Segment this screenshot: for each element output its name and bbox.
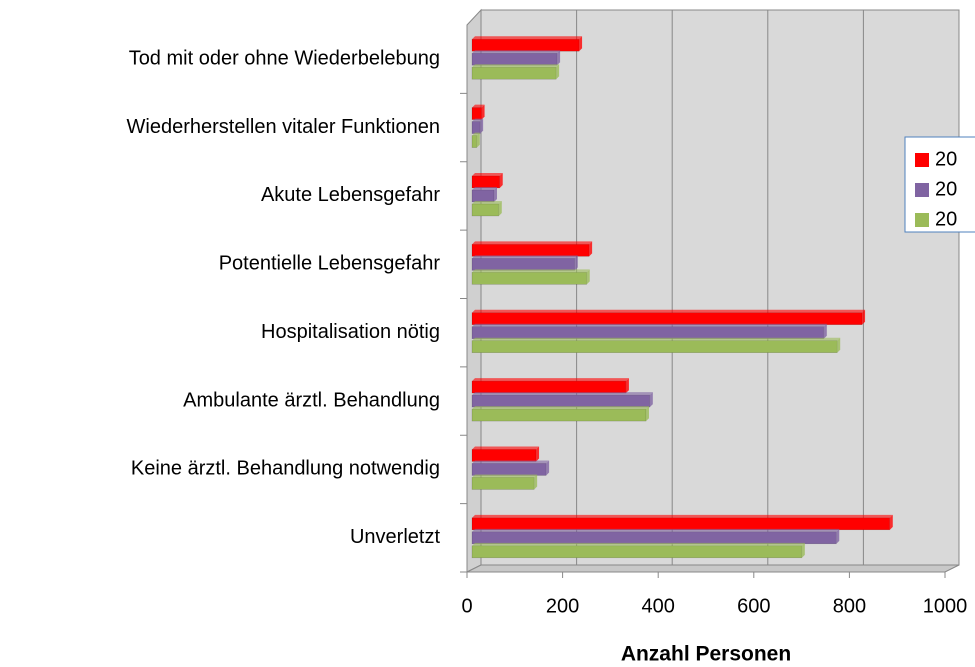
y-tick-label: Potentielle Lebensgefahr <box>219 253 441 275</box>
bar <box>471 517 891 531</box>
legend-swatch <box>915 213 929 227</box>
bar-top <box>472 64 560 68</box>
bar-top <box>472 36 583 40</box>
bar <box>471 545 803 559</box>
bar <box>471 463 547 476</box>
bar-end <box>480 118 484 134</box>
bar-top <box>472 514 893 518</box>
bar-end <box>556 64 560 80</box>
bar <box>471 408 647 422</box>
legend-label: 20 <box>935 148 957 170</box>
bar-top <box>472 118 484 122</box>
bar-top <box>472 460 550 464</box>
bar-end <box>801 542 805 558</box>
bar-end <box>534 474 538 490</box>
y-tick-label: Ambulante ärztl. Behandlung <box>183 389 440 411</box>
bar-top <box>472 269 590 273</box>
bar-top <box>472 50 561 54</box>
bar-end <box>837 337 841 353</box>
bar-end <box>589 241 593 257</box>
bar-end <box>823 323 827 339</box>
bar-end <box>645 406 649 422</box>
x-tick-label: 1000 <box>923 595 968 617</box>
y-tick-label: Unverletzt <box>350 526 440 548</box>
bar <box>471 38 580 52</box>
y-tick-label: Wiederherstellen vitaler Funktionen <box>127 116 441 138</box>
bar-top <box>472 186 497 190</box>
bar-top <box>472 104 485 108</box>
bar-top <box>472 132 480 136</box>
bar-end <box>649 392 653 408</box>
x-tick-label: 400 <box>642 595 675 617</box>
bar <box>471 312 863 325</box>
bar <box>471 380 627 394</box>
bar-top <box>472 406 649 410</box>
bar <box>471 531 837 545</box>
bar <box>471 121 481 134</box>
bar <box>471 135 478 148</box>
bar-top <box>472 172 503 176</box>
bar-top <box>472 337 841 341</box>
bar-end <box>625 378 629 394</box>
bar <box>471 394 651 408</box>
bar-end <box>476 132 480 148</box>
bar <box>471 66 557 80</box>
bar-end <box>546 460 550 476</box>
x-tick-label: 0 <box>461 595 472 617</box>
bar-end <box>579 36 583 52</box>
floor <box>466 564 960 573</box>
bar-top <box>472 446 540 450</box>
y-tick-label: Akute Lebensgefahr <box>261 184 440 206</box>
back-wall <box>480 9 960 566</box>
x-tick-label: 600 <box>737 595 770 617</box>
bar-end <box>862 309 866 325</box>
bar <box>471 258 576 271</box>
bar-top <box>472 309 866 313</box>
bar-end <box>481 104 485 120</box>
bar-top <box>472 528 840 532</box>
bar <box>471 340 838 353</box>
bar-top <box>472 474 538 478</box>
legend-label: 20 <box>935 208 957 230</box>
bar <box>471 107 482 120</box>
bar <box>471 203 500 217</box>
y-tick-label: Keine ärztl. Behandlung notwendig <box>131 458 440 480</box>
bar-end <box>557 50 561 66</box>
bar-top <box>472 542 805 546</box>
x-tick-label: 800 <box>833 595 866 617</box>
bar-end <box>889 514 893 530</box>
bar-top <box>472 241 593 245</box>
bar-end <box>574 255 578 271</box>
legend-swatch <box>915 183 929 197</box>
bar-end <box>536 446 540 462</box>
bar-end <box>836 528 840 544</box>
bar-top <box>472 378 629 382</box>
bar-top <box>472 392 653 396</box>
bar <box>471 477 535 490</box>
bar <box>471 189 495 203</box>
axis-title: Anzahl Personen <box>621 643 791 666</box>
bar-end <box>498 200 502 216</box>
bar-top <box>472 255 578 259</box>
bar <box>471 449 537 462</box>
legend-label: 20 <box>935 178 957 200</box>
bar-top <box>472 323 827 327</box>
bar <box>471 52 558 66</box>
bar <box>471 244 590 257</box>
bar <box>471 175 500 189</box>
legend-swatch <box>915 153 929 167</box>
y-tick-label: Tod mit oder ohne Wiederbelebung <box>129 47 440 69</box>
bar <box>471 272 587 285</box>
bar-end <box>493 186 497 202</box>
bar <box>471 326 825 339</box>
x-tick-label: 200 <box>546 595 579 617</box>
bar-end <box>586 269 590 285</box>
bar-end <box>499 172 503 188</box>
y-tick-label: Hospitalisation nötig <box>261 321 440 343</box>
bar-top <box>472 200 502 204</box>
